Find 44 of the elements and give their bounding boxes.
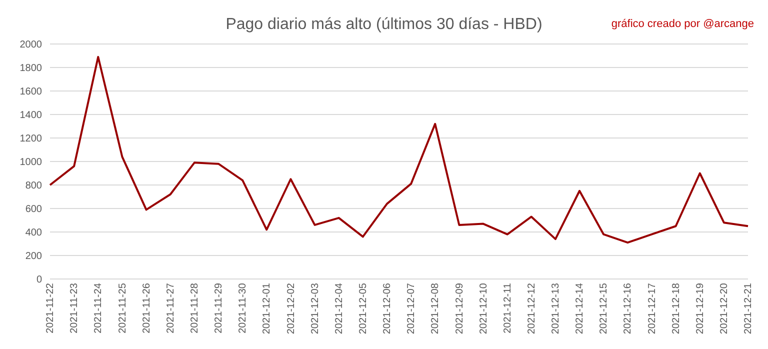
- x-tick-label: 2021-12-14: [574, 282, 586, 334]
- x-tick-label: 2021-12-21: [743, 282, 754, 334]
- x-tick-label: 2021-11-22: [45, 282, 56, 334]
- x-tick-label: 2021-12-12: [526, 282, 538, 334]
- x-tick-label: 2021-12-08: [430, 282, 442, 334]
- x-tick-label: 2021-12-05: [358, 282, 369, 334]
- x-tick-label: 2021-11-24: [93, 282, 104, 334]
- x-tick-label: 2021-11-27: [165, 282, 176, 334]
- y-tick-label: 800: [25, 180, 42, 192]
- x-tick-label: 2021-12-20: [719, 282, 730, 334]
- y-tick-label: 1400: [20, 110, 42, 122]
- y-tick-label: 2000: [20, 40, 42, 51]
- x-tick-label: 2021-12-10: [478, 282, 490, 334]
- x-tick-label: 2021-12-18: [670, 282, 682, 334]
- x-tick-label: 2021-12-16: [622, 282, 634, 334]
- text: gráfico creado por @arcange: [611, 18, 754, 30]
- x-tick-label: 2021-11-25: [117, 282, 128, 334]
- x-tick-label: 2021-12-06: [382, 282, 394, 334]
- y-tick-label: 0: [36, 274, 42, 286]
- x-tick-label: 2021-12-15: [598, 282, 610, 334]
- y-tick-label: 1000: [20, 157, 42, 168]
- y-tick-label: 600: [25, 204, 42, 216]
- y-tick-label: 400: [25, 228, 42, 239]
- x-tick-label: 2021-12-19: [694, 282, 706, 334]
- y-tick-label: 1200: [20, 134, 42, 145]
- x-tick-label: 2021-12-01: [262, 282, 273, 334]
- x-tick-label: 2021-11-29: [214, 282, 225, 334]
- x-tick-label: 2021-11-30: [238, 282, 249, 334]
- line-series: [49, 56, 749, 244]
- y-tick-label: 1800: [20, 63, 42, 74]
- chart-title: Pago diario más alto (últimos 30 días - HBD): [226, 16, 542, 33]
- x-tick-label: 2021-12-04: [334, 282, 345, 334]
- x-tick-label: 2021-12-03: [310, 282, 321, 334]
- y-tick-label: 1600: [20, 86, 42, 98]
- x-tick-label: 2021-12-02: [286, 282, 297, 334]
- x-tick-label: 2021-12-17: [646, 282, 658, 334]
- y-tick-label: 200: [25, 251, 42, 262]
- x-tick-label: 2021-11-23: [69, 282, 80, 334]
- x-tick-label: 2021-12-11: [502, 282, 514, 334]
- x-tick-label: 2021-12-09: [454, 282, 466, 334]
- x-tick-label: 2021-12-07: [406, 282, 418, 334]
- x-tick-label: 2021-12-13: [550, 282, 562, 334]
- x-tick-label: 2021-11-28: [190, 282, 201, 334]
- x-tick-label: 2021-11-26: [141, 282, 152, 334]
